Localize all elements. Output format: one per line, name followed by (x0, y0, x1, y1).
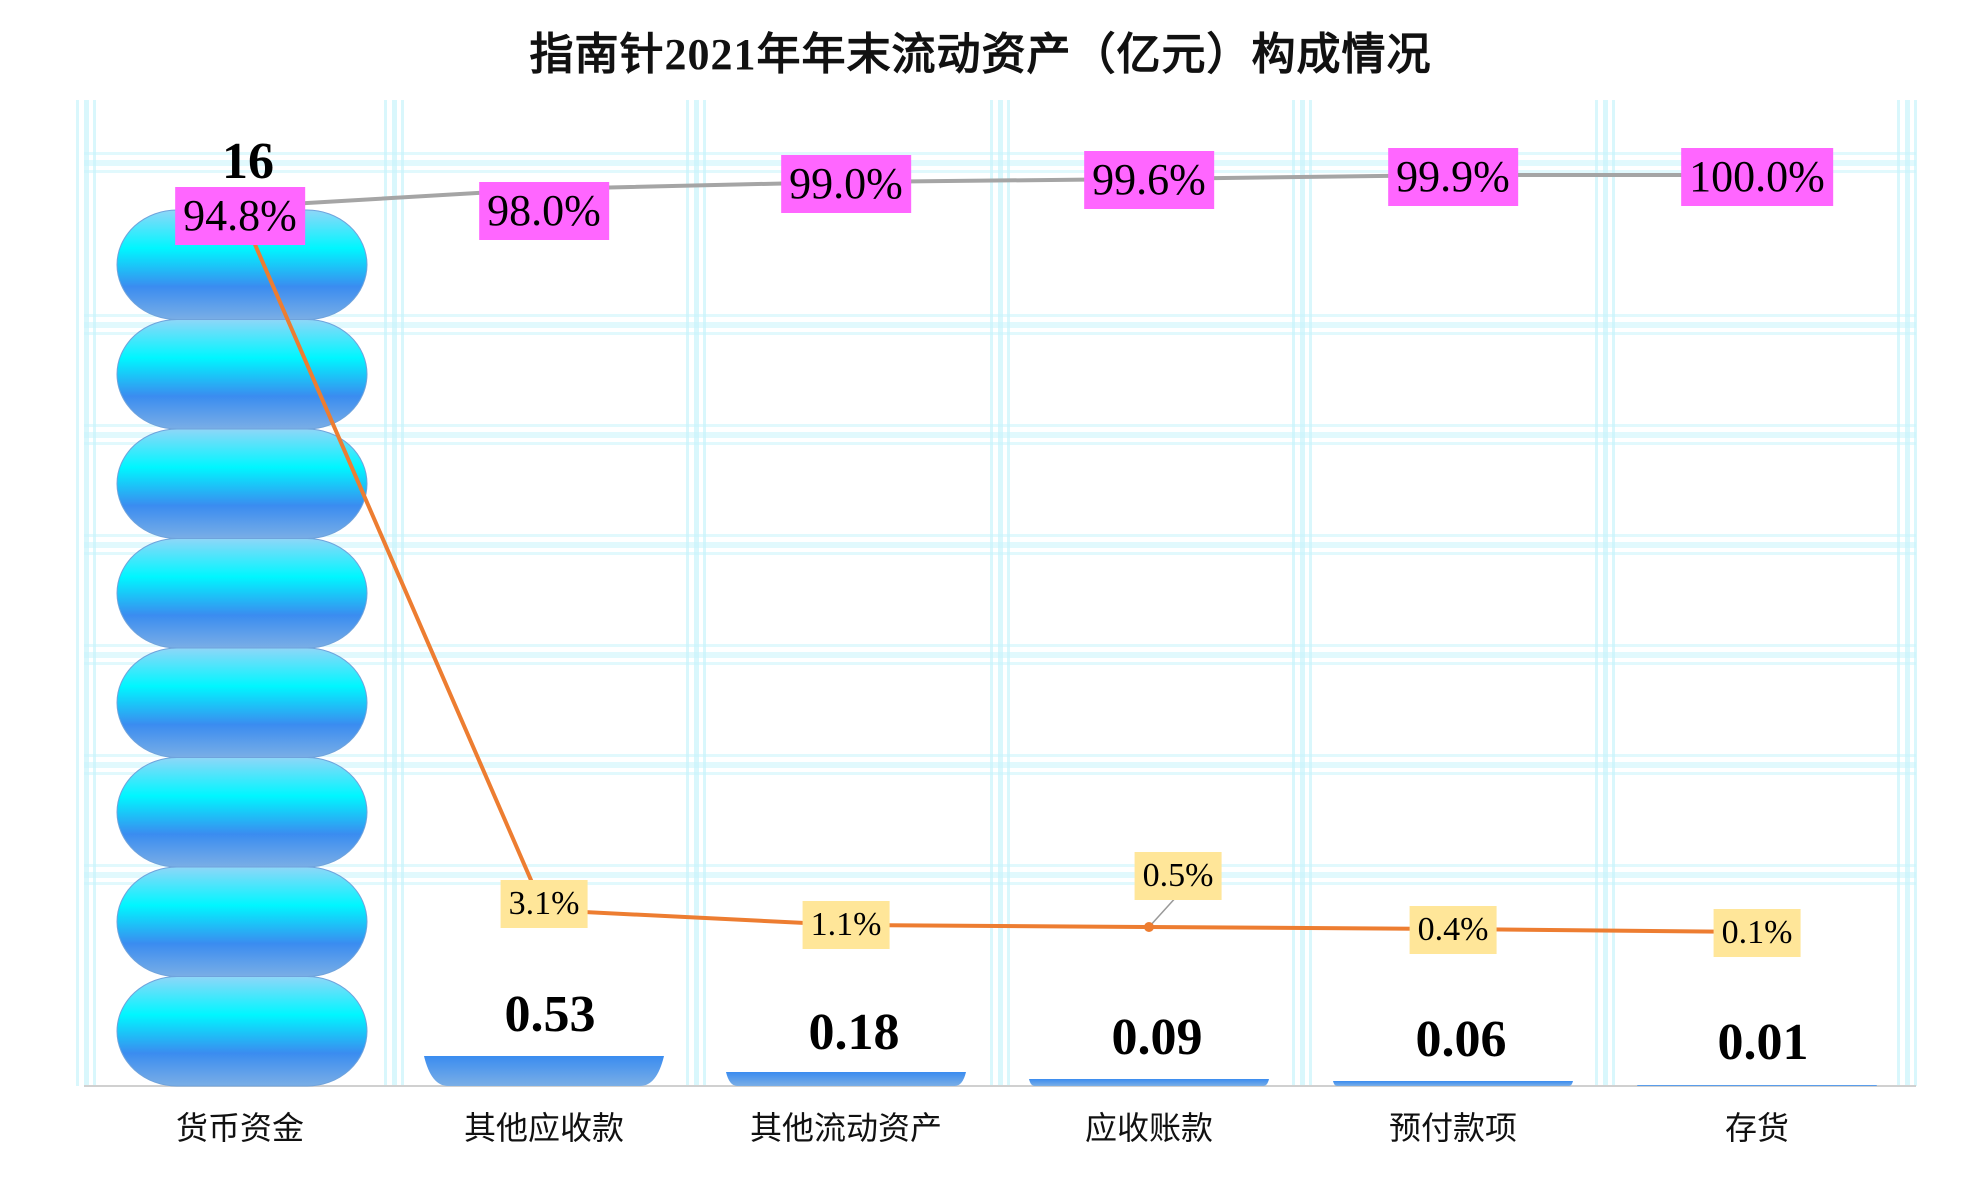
pct-marker (1144, 922, 1154, 932)
category-label: 货币资金 (175, 1110, 304, 1146)
category-label: 其他应收款 (463, 1110, 624, 1146)
bar-value-label: 0.18 (808, 1004, 900, 1061)
category-label: 其他流动资产 (749, 1110, 942, 1146)
cumulative-label: 99.9% (1388, 148, 1518, 206)
bar-value-label: 0.09 (1111, 1009, 1203, 1066)
category-label: 预付款项 (1388, 1110, 1517, 1146)
bar-value-label: 0.06 (1415, 1011, 1507, 1068)
cumulative-label: 100.0% (1681, 148, 1833, 206)
bar-series (116, 209, 1877, 1087)
percentage-line (238, 209, 1758, 934)
bar-value-label: 0.53 (504, 986, 596, 1043)
percentage-label: 0.5% (1134, 852, 1222, 900)
cumulative-label: 98.0% (479, 182, 609, 240)
percentage-label: 3.1% (500, 880, 588, 928)
chart-title: 指南针2021年年末流动资产（亿元）构成情况 (529, 30, 1432, 79)
category-label: 应收账款 (1084, 1110, 1213, 1146)
cumulative-label: 94.8% (175, 187, 305, 245)
percentage-label: 0.1% (1713, 909, 1801, 957)
gridlines (76, 100, 1917, 1086)
cumulative-label: 99.6% (1084, 151, 1214, 209)
bar-value-label: 0.01 (1717, 1014, 1809, 1071)
bar-value-label: 16 (222, 133, 274, 190)
label-leader-line (1148, 894, 1179, 928)
percentage-label: 0.4% (1409, 906, 1497, 954)
cumulative-label: 99.0% (781, 155, 911, 213)
category-label: 存货 (1724, 1110, 1789, 1146)
percentage-label: 1.1% (802, 901, 890, 949)
